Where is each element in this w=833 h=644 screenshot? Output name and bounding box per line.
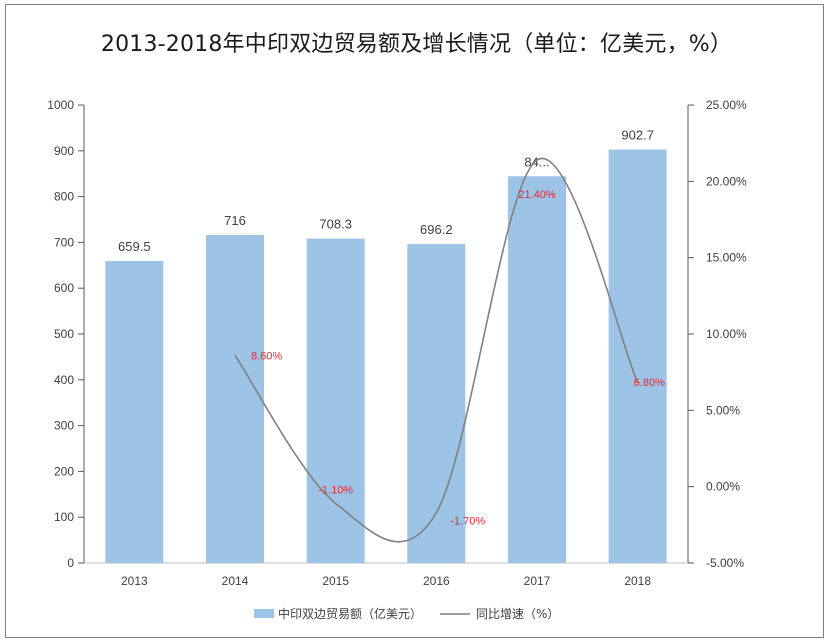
chart-title: 2013-2018年中印双边贸易额及增长情况（单位：亿美元，%） <box>100 32 733 57</box>
left-tick-label: 300 <box>54 419 74 433</box>
line-value-label: -1.10% <box>318 484 353 496</box>
left-tick-label: 200 <box>54 464 74 478</box>
left-tick-label: 600 <box>54 281 74 295</box>
bar <box>407 244 466 564</box>
left-tick-label: 100 <box>54 510 74 524</box>
right-tick-label: 10.00% <box>706 327 747 341</box>
bar-value-label: 902.7 <box>621 128 654 143</box>
x-tick-label: 2015 <box>322 574 349 588</box>
left-tick-label: 800 <box>54 190 74 204</box>
right-axis: -5.00% 0.00% 5.00% 10.00% 15.00% 20.00% 25.00% <box>687 98 747 570</box>
legend-bar-label: 中印双边贸易额（亿美元） <box>278 606 422 621</box>
line-data-labels: 8.60% -1.10% -1.70% 21.40% 6.80% <box>251 189 665 528</box>
left-tick-label: 900 <box>54 144 74 158</box>
right-tick-label: 0.00% <box>706 480 740 494</box>
bar-value-label: 696.2 <box>420 222 453 237</box>
x-axis: 2013 2014 2015 2016 2017 2018 <box>121 574 651 588</box>
bar <box>508 176 566 563</box>
bar-series <box>105 149 667 564</box>
left-axis: 0 100 200 300 400 500 600 700 800 900 1000 <box>47 98 85 570</box>
right-tick-label: 25.00% <box>706 98 747 112</box>
bar <box>206 235 264 563</box>
x-tick-label: 2013 <box>121 574 148 588</box>
bar <box>608 149 667 563</box>
left-tick-label: 1000 <box>47 98 74 112</box>
left-tick-label: 700 <box>54 235 74 249</box>
left-tick-label: 500 <box>54 327 74 341</box>
x-tick-label: 2014 <box>222 574 249 588</box>
legend-bar-swatch <box>254 609 274 618</box>
growth-line <box>234 157 639 543</box>
right-tick-label: 20.00% <box>706 174 747 188</box>
bar-value-label: 84... <box>524 154 549 169</box>
bar-data-labels: 659.5 716 708.3 696.2 84... 902.7 <box>118 128 654 254</box>
x-tick-label: 2017 <box>524 574 551 588</box>
bar <box>105 260 164 563</box>
x-tick-label: 2016 <box>423 574 450 588</box>
left-tick-label: 400 <box>54 373 74 387</box>
right-tick-label: 15.00% <box>706 251 747 265</box>
x-tick-label: 2018 <box>624 574 651 588</box>
bar <box>306 238 365 563</box>
line-value-label: 6.80% <box>634 377 665 389</box>
legend-line-label: 同比增速（%） <box>476 607 559 621</box>
right-tick-label: -5.00% <box>706 556 744 570</box>
legend: 中印双边贸易额（亿美元） 同比增速（%） <box>254 606 559 621</box>
bar-value-label: 716 <box>224 213 246 228</box>
right-tick-label: 5.00% <box>706 403 740 417</box>
left-tick-label: 0 <box>67 556 74 570</box>
line-value-label: 21.40% <box>518 189 556 201</box>
line-value-label: 8.60% <box>251 350 282 362</box>
bar-value-label: 659.5 <box>118 239 151 254</box>
bar-value-label: 708.3 <box>319 217 352 232</box>
line-value-label: -1.70% <box>450 516 485 528</box>
